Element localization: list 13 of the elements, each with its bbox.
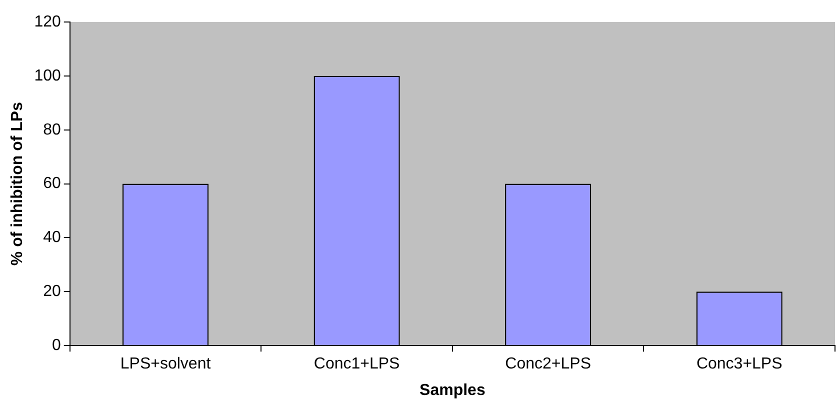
y-tick-label: 0 xyxy=(52,337,61,354)
y-tick-label: 100 xyxy=(34,67,61,84)
y-tick-label: 120 xyxy=(34,13,61,30)
x-tick-label: LPS+solvent xyxy=(120,356,212,373)
y-tick-label: 20 xyxy=(43,283,61,300)
x-axis-title: Samples xyxy=(420,382,486,399)
x-tick-label: Conc3+LPS xyxy=(696,356,782,373)
y-axis-title: % of inhibition of LPs xyxy=(9,102,26,266)
x-tick-label: Conc1+LPS xyxy=(314,356,400,373)
x-tick-label: Conc2+LPS xyxy=(505,356,592,373)
y-tick-label: 80 xyxy=(43,121,61,138)
y-tick-label: 60 xyxy=(43,175,61,192)
y-tick-label: 40 xyxy=(43,229,61,246)
